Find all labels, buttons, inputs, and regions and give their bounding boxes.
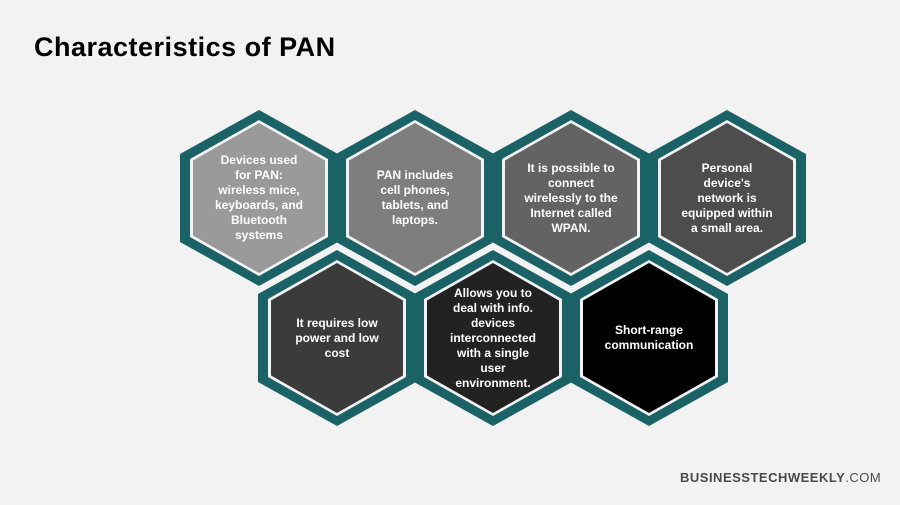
hex-label: Short-range communication xyxy=(583,263,715,413)
hex-label: Allows you to deal with info. devices in… xyxy=(427,263,559,413)
page-title: Characteristics of PAN xyxy=(34,32,336,63)
hex-cell: Allows you to deal with info. devices in… xyxy=(414,250,572,426)
hex-label: It requires low power and low cost xyxy=(271,263,403,413)
footer-suffix: .COM xyxy=(845,470,881,485)
footer-brand: BUSINESSTECHWEEKLY xyxy=(680,470,845,485)
hex-cell: Short-range communication xyxy=(570,250,728,426)
hex-cell: It requires low power and low cost xyxy=(258,250,416,426)
footer-attribution: BUSINESSTECHWEEKLY.COM xyxy=(680,470,881,485)
